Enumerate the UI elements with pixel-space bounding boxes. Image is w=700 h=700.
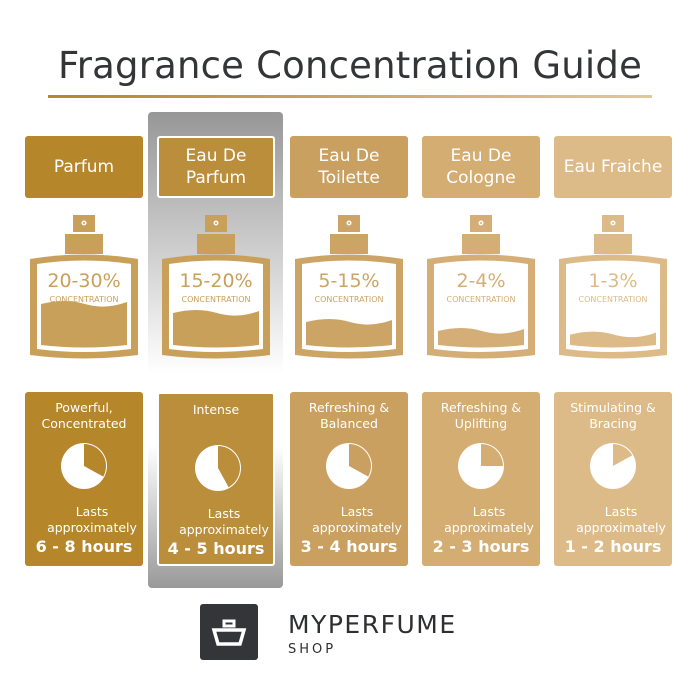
clock-pie-icon <box>61 443 107 489</box>
type-name: Eau De Cologne <box>446 146 516 188</box>
longevity-card: Intense Lasts approximately 4 - 5 hours <box>157 392 275 566</box>
concentration-label: CONCENTRATION <box>181 295 251 304</box>
clock-pie-icon <box>458 443 504 489</box>
lasts-label: Lasts approximately <box>444 504 534 535</box>
logo-icon <box>200 604 258 660</box>
type-header: Parfum <box>25 136 143 198</box>
description: Refreshing & Uplifting <box>440 400 522 431</box>
type-name: Eau Fraiche <box>563 157 663 177</box>
fill-level <box>173 310 259 348</box>
duration: 1 - 2 hours <box>564 537 662 556</box>
fill-level <box>41 301 127 348</box>
type-name: Eau De Toilette <box>318 146 380 188</box>
concentration-label: CONCENTRATION <box>49 295 119 304</box>
description: Refreshing & Balanced <box>308 400 390 431</box>
page-title: Fragrance Concentration Guide <box>57 44 643 87</box>
type-name: Eau De Parfum <box>185 146 247 188</box>
lasts-label: Lasts approximately <box>179 506 269 537</box>
lasts-label: Lasts approximately <box>47 504 137 535</box>
concentration-percent: 5-15% <box>318 270 380 292</box>
clock-pie-icon <box>195 445 241 491</box>
concentration-label: CONCENTRATION <box>578 295 648 304</box>
concentration-percent: 2-4% <box>456 270 506 292</box>
bottle-icon <box>427 215 535 359</box>
bottle-icon <box>559 215 667 359</box>
type-header: Eau De Parfum <box>157 136 275 198</box>
brand-name: MYPERFUME <box>288 610 457 639</box>
longevity-card: Powerful, Concentrated Lasts approximate… <box>25 392 143 566</box>
longevity-card: Stimulating & Bracing Lasts approximatel… <box>554 392 672 566</box>
concentration-percent: 1-3% <box>588 270 638 292</box>
duration: 3 - 4 hours <box>300 537 398 556</box>
type-name: Parfum <box>53 157 115 177</box>
lasts-label: Lasts approximately <box>312 504 402 535</box>
fill-level <box>570 331 656 348</box>
bottle-icon <box>162 215 270 359</box>
type-header: Eau De Cologne <box>422 136 540 198</box>
type-header: Eau De Toilette <box>290 136 408 198</box>
duration: 4 - 5 hours <box>167 539 265 558</box>
fill-level <box>306 319 392 348</box>
concentration-label: CONCENTRATION <box>314 295 384 304</box>
concentration-label: CONCENTRATION <box>446 295 516 304</box>
clock-pie-icon <box>326 443 372 489</box>
bottle-icon <box>295 215 403 359</box>
concentration-percent: 15-20% <box>179 270 253 292</box>
concentration-percent: 20-30% <box>47 270 121 292</box>
description: Stimulating & Bracing <box>570 400 656 431</box>
type-header: Eau Fraiche <box>554 136 672 198</box>
longevity-card: Refreshing & Balanced Lasts approximatel… <box>290 392 408 566</box>
clock-pie-icon <box>590 443 636 489</box>
duration: 2 - 3 hours <box>432 537 530 556</box>
longevity-card: Refreshing & Uplifting Lasts approximate… <box>422 392 540 566</box>
description: Intense <box>192 402 240 417</box>
brand-sub: SHOP <box>288 642 337 657</box>
fill-level <box>438 328 524 348</box>
lasts-label: Lasts approximately <box>576 504 666 535</box>
description: Powerful, Concentrated <box>41 400 127 431</box>
duration: 6 - 8 hours <box>35 537 133 556</box>
bottle-icon <box>30 215 138 359</box>
title-divider <box>48 95 652 98</box>
